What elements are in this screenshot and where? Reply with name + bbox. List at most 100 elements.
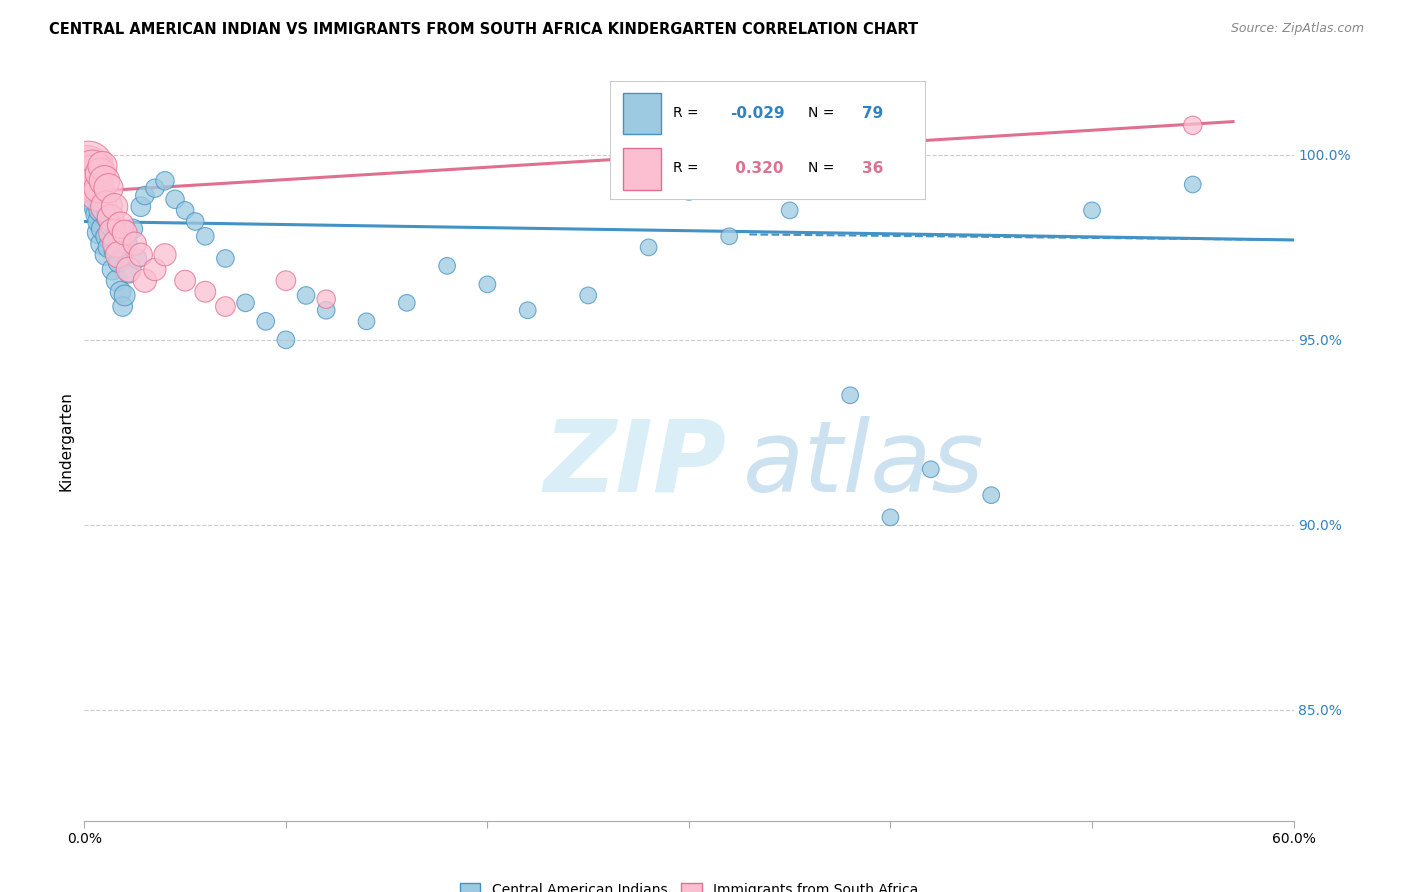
Text: ZIP: ZIP	[544, 416, 727, 513]
Point	[1081, 203, 1104, 218]
Point	[134, 274, 156, 288]
Point	[96, 229, 118, 244]
Point	[93, 174, 115, 188]
Point	[254, 314, 277, 328]
Point	[295, 288, 318, 302]
Point	[94, 248, 117, 262]
Point	[91, 159, 114, 173]
Point	[75, 166, 97, 180]
Point	[274, 274, 297, 288]
Point	[86, 207, 108, 221]
Text: CENTRAL AMERICAN INDIAN VS IMMIGRANTS FROM SOUTH AFRICA KINDERGARTEN CORRELATION: CENTRAL AMERICAN INDIAN VS IMMIGRANTS FR…	[49, 22, 918, 37]
Point	[105, 274, 128, 288]
Point	[83, 178, 105, 192]
Point	[395, 296, 418, 310]
Point	[637, 240, 659, 254]
Point	[118, 266, 141, 280]
Point	[114, 226, 136, 240]
Point	[118, 262, 141, 277]
Point	[79, 181, 101, 195]
Point	[153, 174, 176, 188]
Point	[107, 248, 129, 262]
Point	[82, 166, 104, 180]
Point	[165, 192, 187, 206]
Point	[87, 226, 110, 240]
Point	[100, 211, 122, 225]
Point	[718, 229, 741, 244]
Point	[214, 252, 236, 266]
Legend: Central American Indians, Immigrants from South Africa: Central American Indians, Immigrants fro…	[460, 883, 918, 892]
Point	[1181, 118, 1204, 132]
Point	[96, 200, 118, 214]
Point	[980, 488, 1002, 502]
Point	[82, 162, 104, 177]
Point	[315, 303, 337, 318]
Point	[356, 314, 378, 328]
Point	[100, 218, 122, 232]
Point	[134, 188, 156, 202]
Point	[315, 292, 337, 306]
Point	[194, 285, 217, 299]
Point	[93, 185, 115, 199]
Point	[77, 159, 100, 173]
Point	[920, 462, 942, 476]
Point	[89, 166, 111, 180]
Point	[96, 211, 118, 225]
Point	[110, 285, 132, 299]
Point	[105, 236, 128, 251]
Point	[89, 203, 111, 218]
Point	[143, 262, 166, 277]
Point	[104, 200, 127, 214]
Point	[1181, 178, 1204, 192]
Point	[153, 248, 176, 262]
Point	[101, 226, 124, 240]
Point	[87, 181, 110, 195]
Point	[839, 388, 862, 402]
Point	[125, 252, 148, 266]
Point	[779, 203, 801, 218]
Point	[77, 162, 100, 177]
Point	[82, 185, 104, 199]
Point	[86, 174, 108, 188]
Point	[107, 255, 129, 269]
Point	[110, 218, 132, 232]
Text: Source: ZipAtlas.com: Source: ZipAtlas.com	[1230, 22, 1364, 36]
Point	[214, 300, 236, 314]
Point	[79, 174, 101, 188]
Point	[80, 192, 103, 206]
Point	[114, 288, 136, 302]
Point	[90, 236, 112, 251]
Point	[104, 244, 127, 258]
Point	[678, 185, 700, 199]
Point	[124, 236, 146, 251]
Point	[97, 240, 120, 254]
Point	[174, 203, 197, 218]
Point	[84, 200, 107, 214]
Point	[235, 296, 257, 310]
Point	[121, 222, 143, 236]
Point	[129, 248, 152, 262]
Point	[274, 333, 297, 347]
Point	[89, 214, 111, 228]
Point	[76, 170, 98, 185]
Point	[101, 262, 124, 277]
Point	[111, 300, 134, 314]
Point	[143, 181, 166, 195]
Point	[436, 259, 458, 273]
Point	[879, 510, 901, 524]
Y-axis label: Kindergarten: Kindergarten	[58, 392, 73, 491]
Point	[174, 274, 197, 288]
Text: atlas: atlas	[744, 416, 986, 513]
Point	[93, 196, 115, 211]
Point	[83, 178, 105, 192]
Point	[477, 277, 499, 292]
Point	[576, 288, 599, 302]
Point	[115, 236, 138, 251]
Point	[516, 303, 538, 318]
Point	[194, 229, 217, 244]
Point	[86, 188, 108, 202]
Point	[129, 200, 152, 214]
Point	[184, 214, 207, 228]
Point	[97, 181, 120, 195]
Point	[91, 222, 114, 236]
